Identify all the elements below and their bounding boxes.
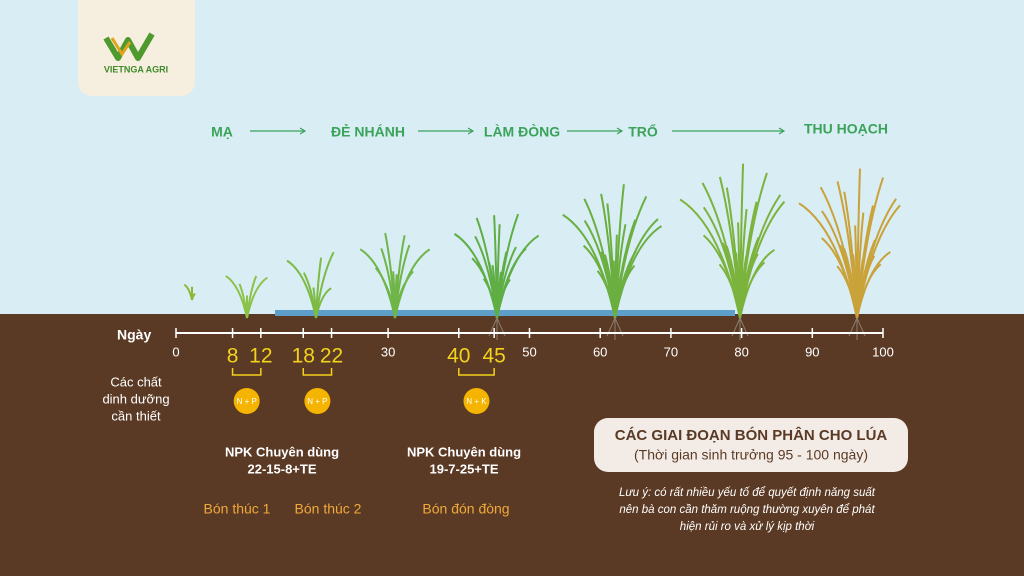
tick-label: 50	[522, 344, 536, 359]
logo-accent	[110, 37, 132, 57]
tick-label: 0	[172, 344, 179, 359]
logo-name: VIETNGA AGRI	[104, 64, 168, 74]
roots	[488, 316, 506, 340]
tick-label: 30	[381, 344, 395, 359]
nutrient-text: N + P	[307, 397, 327, 406]
nutrient-badge	[304, 388, 331, 414]
bracket	[302, 368, 333, 376]
product-formula: 19-7-25+TE	[429, 461, 498, 476]
stage-arrows	[250, 127, 786, 135]
roots	[731, 316, 749, 340]
info-subtitle: (Thời gian sinh trưởng 95 - 100 ngày)	[634, 447, 868, 463]
key-day: 18	[292, 345, 315, 368]
leaf	[614, 225, 662, 319]
product-formula: 22-15-8+TE	[247, 461, 316, 476]
leaf	[394, 248, 431, 319]
key-day: 45	[482, 345, 505, 368]
leaf	[246, 276, 269, 319]
application-name: Bón thúc 2	[295, 501, 362, 517]
nutrient-text: N + K	[466, 397, 487, 406]
timeline-label: Ngày	[117, 327, 151, 343]
tick-label: 80	[734, 344, 748, 359]
stage-label: MẠ	[211, 124, 233, 140]
nutrient-text: N + P	[237, 397, 257, 406]
product-name: NPK Chuyên dùng	[407, 444, 521, 459]
tick-label: 100	[872, 344, 894, 359]
note-line: hiện rủi ro và xử lý kịp thời	[680, 521, 815, 533]
application-name: Bón thúc 1	[204, 501, 271, 517]
stage-label: TRỔ	[628, 123, 658, 140]
rice-plants	[183, 163, 901, 340]
key-day: 12	[249, 345, 272, 368]
info-title: CÁC GIAI ĐOẠN BÓN PHÂN CHO LÚA	[615, 426, 888, 444]
tick-label: 90	[805, 344, 819, 359]
nutrient-label: Các chất	[110, 374, 162, 389]
note-line: nên bà con cần thăm ruộng thường xuyên đ…	[619, 504, 875, 516]
stage-label: THU HOẠCH	[804, 121, 888, 137]
stage-label: ĐẺ NHÁNH	[331, 124, 405, 140]
leaf	[315, 287, 332, 319]
key-day: 40	[447, 345, 470, 368]
logo-box	[78, 0, 195, 96]
key-day: 22	[320, 345, 343, 368]
leaf	[191, 292, 196, 301]
tick-label: 70	[664, 344, 678, 359]
key-day: 8	[227, 345, 239, 368]
leaf	[496, 234, 540, 319]
roots	[848, 316, 866, 340]
logo-mark	[103, 32, 155, 61]
roots	[606, 316, 624, 340]
product-name: NPK Chuyên dùng	[225, 444, 339, 459]
water	[275, 310, 735, 316]
note-line: Lưu ý: có rất nhiều yếu tố để quyết định…	[619, 487, 876, 499]
nutrient-badge	[233, 388, 260, 414]
nutrient-label: dinh dưỡng	[102, 391, 169, 406]
leaf	[856, 251, 891, 319]
leaf	[739, 248, 776, 319]
tick-label: 60	[593, 344, 607, 359]
stage-label: LÀM ĐÒNG	[484, 123, 560, 140]
info-box	[594, 418, 908, 472]
bracket	[231, 368, 262, 376]
nutrient-badge	[463, 388, 490, 414]
application-name: Bón đón đòng	[422, 501, 509, 517]
bracket	[458, 368, 495, 376]
nutrient-label: cần thiết	[111, 408, 161, 423]
